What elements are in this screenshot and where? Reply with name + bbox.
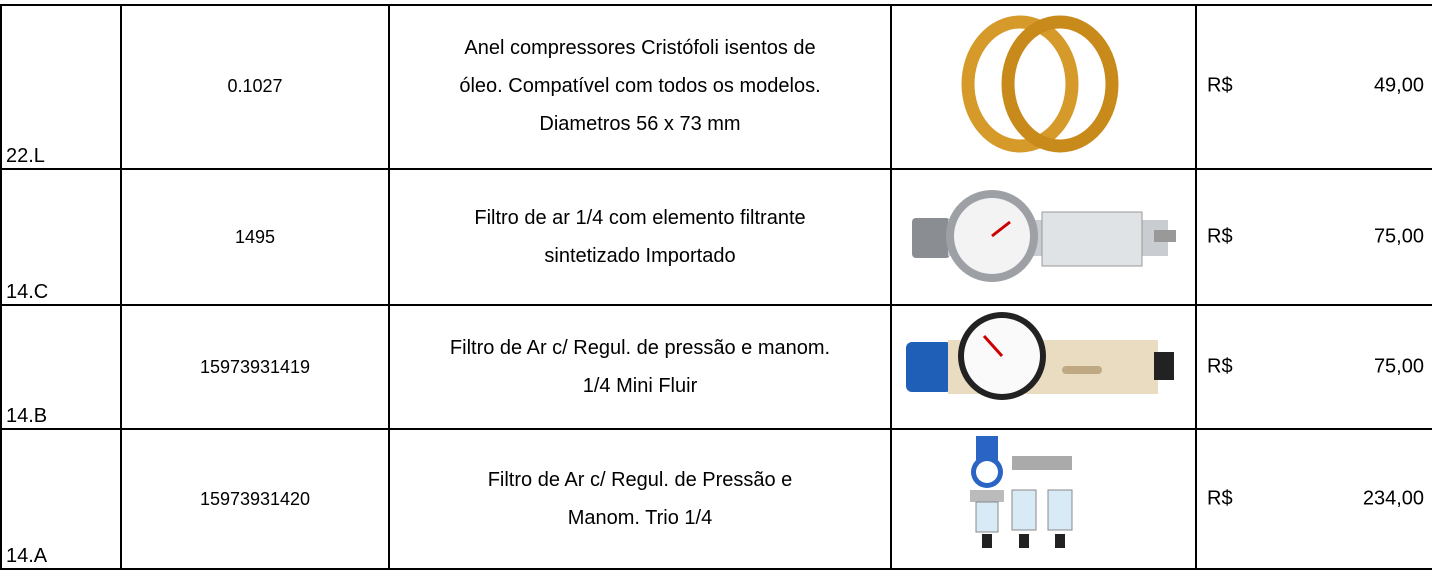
image-shape [1001,15,1119,153]
image-shape [982,334,1004,358]
description-cell: Filtro de Ar c/ Regul. de Pressão e Manom… [390,430,892,570]
item-id: 14.A [6,545,48,567]
image-shape [1055,534,1065,548]
currency: R$ [1207,225,1233,248]
item-id: 22.L [6,145,45,167]
image-shape [976,461,998,483]
description-line: Manom. Trio 1/4 [567,507,713,529]
image-cell [892,430,1197,570]
description-line: Diametros 56 x 73 mm [539,113,741,135]
image-shape [961,15,1079,153]
image-shape [991,220,1011,238]
price: 49,00 [1373,74,1424,97]
item-description: Filtro de Ar c/ Regul. de pressão e mano… [390,329,890,405]
image-shape [1019,534,1029,548]
price-cell: R$ 234,00 [1197,430,1432,570]
image-shape [1012,456,1072,470]
id-cell: 14.C [0,170,122,306]
code-cell: 1495 [122,170,390,306]
description-line: Filtro de Ar c/ Regul. de Pressão e [487,469,793,491]
price-cell: R$ 49,00 [1197,4,1432,170]
id-cell: 14.A [0,430,122,570]
code-cell: 15973931419 [122,306,390,430]
table-top-border [0,0,1432,6]
image-shape [970,490,1004,502]
item-code: 15973931419 [199,357,311,377]
item-code: 15973931420 [199,489,311,509]
image-shape [1062,366,1102,374]
image-shape [912,218,950,258]
currency: R$ [1207,487,1233,510]
item-code: 1495 [234,227,276,247]
description-line: sintetizado Importado [544,245,736,267]
item-id: 14.B [6,405,48,427]
image-shape [975,501,999,533]
image-shape [1041,211,1143,267]
description-line: Filtro de Ar c/ Regul. de pressão e mano… [449,337,831,359]
description-line: 1/4 Mini Fluir [582,375,698,397]
item-description: Filtro de ar 1/4 com elemento filtrante s… [390,199,890,275]
price-cell: R$ 75,00 [1197,306,1432,430]
image-cell [892,4,1197,170]
image-shape [1154,352,1174,380]
description-line: óleo. Compatível com todos os modelos. [459,75,821,97]
item-id: 14.C [6,281,49,303]
price: 75,00 [1373,225,1424,248]
id-cell: 22.L [0,4,122,170]
id-cell: 14.B [0,306,122,430]
price: 234,00 [1362,487,1424,510]
price: 75,00 [1373,355,1424,378]
description-line: Filtro de ar 1/4 com elemento filtrante [474,207,806,229]
image-shape [982,534,992,548]
item-code: 0.1027 [227,76,283,96]
description-line: Anel compressores Cristófoli isentos de [464,37,816,59]
currency: R$ [1207,74,1233,97]
image-shape [906,312,1174,400]
image-shape [961,15,1119,153]
code-cell: 15973931420 [122,430,390,570]
code-cell: 0.1027 [122,4,390,170]
image-shape [1154,230,1176,242]
description-cell: Anel compressores Cristófoli isentos de ó… [390,4,892,170]
currency: R$ [1207,355,1233,378]
image-shape [976,436,998,460]
item-description: Anel compressores Cristófoli isentos de ó… [390,29,890,143]
description-cell: Filtro de Ar c/ Regul. de pressão e mano… [390,306,892,430]
item-description: Filtro de Ar c/ Regul. de Pressão e Manom… [390,461,890,537]
image-cell [892,306,1197,430]
image-cell [892,170,1197,306]
description-cell: Filtro de ar 1/4 com elemento filtrante s… [390,170,892,306]
image-shape [906,342,952,392]
image-shape [1011,489,1037,531]
image-shape [1047,489,1073,531]
image-shape [912,190,1176,282]
image-shape [970,436,1073,548]
price-cell: R$ 75,00 [1197,170,1432,306]
